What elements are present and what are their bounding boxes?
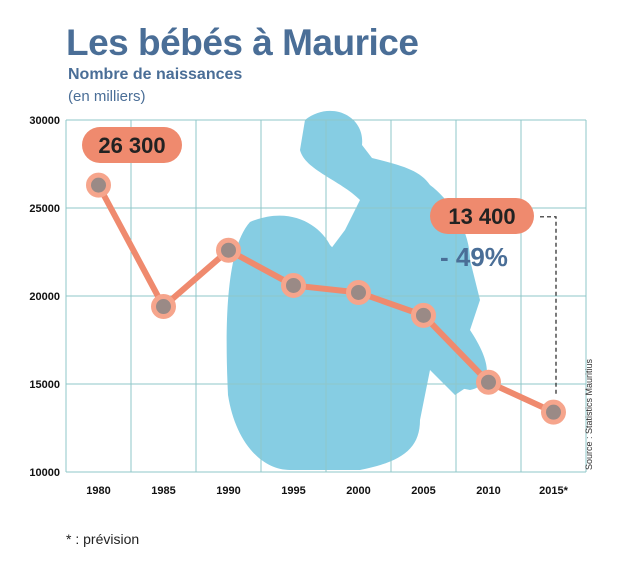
data-point: [346, 279, 371, 305]
x-tick-label: 1990: [216, 485, 240, 497]
unit-label: (en milliers): [68, 88, 146, 105]
footnote: * : prévision: [66, 531, 140, 547]
baby-silhouette: [300, 110, 487, 390]
data-point: [281, 272, 306, 298]
change-label: - 49%: [440, 242, 508, 272]
data-point: [476, 369, 501, 395]
y-tick-label: 10000: [29, 467, 60, 479]
first-value-badge: [82, 127, 182, 163]
x-tick-label: 1995: [281, 485, 305, 497]
last-value-label: 13 400: [448, 204, 515, 229]
data-point: [216, 237, 241, 263]
y-tick-label: 30000: [29, 115, 60, 127]
x-tick-label: 2010: [476, 485, 500, 497]
x-tick-label: 2000: [346, 485, 370, 497]
series-line: [95, 183, 555, 415]
data-point: [151, 294, 176, 320]
x-tick-label: 2015*: [539, 485, 568, 497]
y-tick-label: 20000: [29, 291, 60, 303]
data-point: [86, 172, 111, 198]
x-tick-label: 1985: [151, 485, 175, 497]
source-note: Source : Statistics Mauritius: [584, 358, 594, 470]
x-tick-label: 2005: [411, 485, 435, 497]
first-value-label: 26 300: [98, 133, 165, 158]
data-point: [541, 399, 566, 425]
bracket-line: [540, 216, 557, 397]
data-point: [411, 302, 436, 328]
x-tick-label: 1980: [86, 485, 110, 497]
last-value-badge: [430, 198, 534, 234]
y-tick-label: 25000: [29, 203, 60, 215]
y-tick-label: 15000: [29, 379, 60, 391]
chart-subtitle: Nombre de naissances: [68, 66, 243, 83]
chart-title: Les bébés à Maurice: [66, 22, 419, 63]
